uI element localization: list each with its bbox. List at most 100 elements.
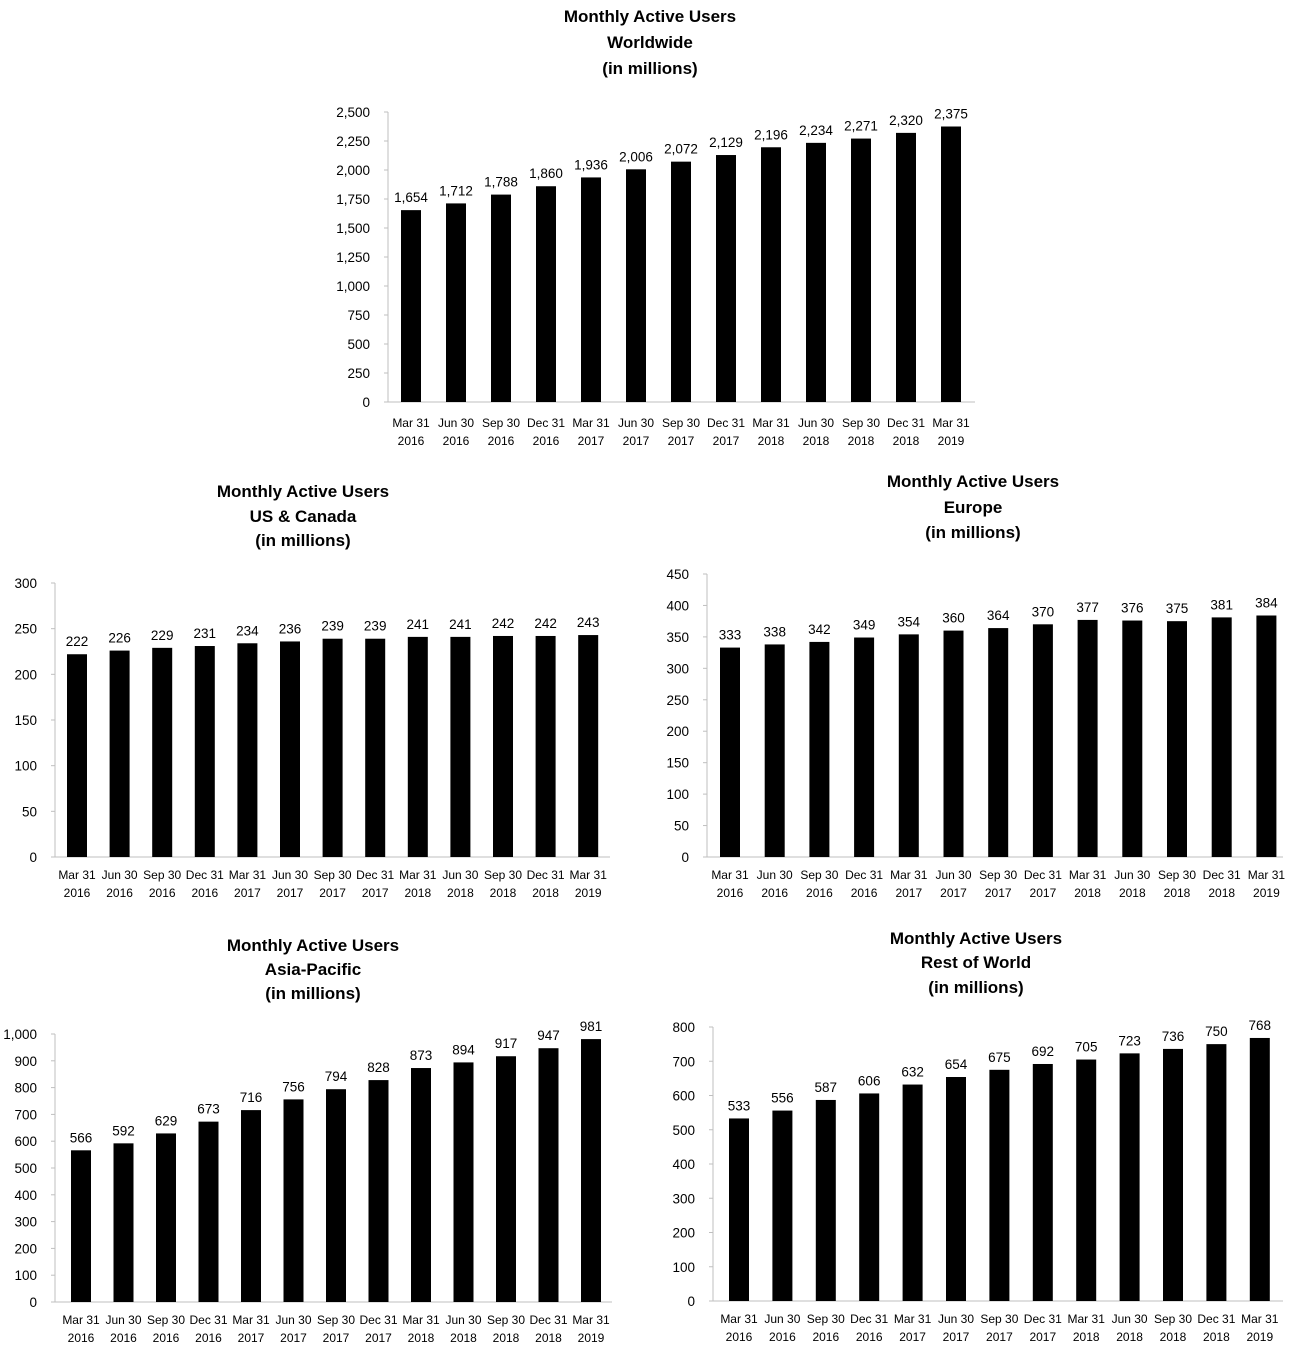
x-tick-label: 2016 <box>533 434 560 448</box>
x-tick-label: 2016 <box>106 886 133 900</box>
x-tick-label: 2017 <box>899 1330 926 1344</box>
x-tick-label: Jun 30 <box>764 1312 800 1326</box>
x-tick-label: Jun 30 <box>1112 1312 1148 1326</box>
chart-title-line: Monthly Active Users <box>227 936 399 955</box>
bar <box>407 636 428 857</box>
x-tick-label: 2017 <box>986 1330 1013 1344</box>
x-tick-label: 2016 <box>851 886 878 900</box>
x-tick-label: Jun 30 <box>275 1313 311 1327</box>
y-tick-label: 0 <box>29 850 37 865</box>
bar <box>152 647 173 857</box>
x-tick-label: Mar 31 <box>711 868 749 882</box>
data-label: 360 <box>942 611 965 626</box>
bar <box>280 641 300 857</box>
bar <box>322 638 343 857</box>
x-tick-label: Jun 30 <box>272 868 308 882</box>
data-label: 592 <box>112 1123 135 1138</box>
bar <box>902 1084 923 1301</box>
data-label: 375 <box>1166 601 1189 616</box>
bar <box>809 641 830 857</box>
chart-title-line: (in millions) <box>255 531 350 550</box>
chart-title-line: Monthly Active Users <box>217 482 389 501</box>
x-tick-label: Sep 30 <box>143 868 181 882</box>
x-tick-label: Sep 30 <box>487 1313 525 1327</box>
bar <box>1163 1048 1183 1301</box>
y-tick-label: 600 <box>14 1134 37 1149</box>
bar <box>859 1093 880 1301</box>
y-tick-label: 0 <box>29 1295 37 1310</box>
data-label: 236 <box>279 621 302 636</box>
y-tick-label: 400 <box>14 1188 37 1203</box>
x-tick-label: Mar 31 <box>890 868 928 882</box>
data-label: 1,860 <box>529 166 563 181</box>
x-tick-label: 2019 <box>578 1331 605 1345</box>
x-tick-label: Dec 31 <box>1024 868 1062 882</box>
bar <box>535 635 556 857</box>
y-tick-label: 300 <box>666 661 689 676</box>
x-tick-label: 2016 <box>443 434 470 448</box>
x-tick-label: 2017 <box>623 434 650 448</box>
bar <box>1167 621 1187 857</box>
bar <box>988 628 1009 857</box>
x-tick-label: 2017 <box>1029 1330 1056 1344</box>
bar <box>1032 1063 1053 1301</box>
x-tick-label: 2018 <box>1074 886 1101 900</box>
x-tick-label: 2016 <box>398 434 425 448</box>
bar <box>898 634 919 857</box>
x-tick-label: Dec 31 <box>527 868 565 882</box>
bar <box>1211 617 1232 857</box>
x-tick-label: Dec 31 <box>189 1313 227 1327</box>
y-tick-label: 100 <box>666 787 689 802</box>
x-tick-label: 2017 <box>578 434 605 448</box>
data-label: 2,375 <box>934 107 968 122</box>
x-tick-label: 2019 <box>938 434 965 448</box>
x-tick-label: 2016 <box>110 1331 137 1345</box>
data-label: 873 <box>410 1048 433 1063</box>
data-label: 370 <box>1032 604 1055 619</box>
bar <box>815 1099 836 1301</box>
chart-title-line: Monthly Active Users <box>890 929 1062 948</box>
x-tick-label: 2016 <box>812 1330 839 1344</box>
y-tick-label: 300 <box>14 1215 37 1230</box>
data-label: 2,006 <box>619 149 653 164</box>
x-tick-label: 2018 <box>490 886 517 900</box>
x-tick-label: 2018 <box>535 1331 562 1345</box>
chart-2: Monthly Active Users US & Canada (in milli… <box>14 482 610 900</box>
bar <box>581 1039 601 1302</box>
data-label: 794 <box>325 1069 348 1084</box>
bar <box>716 155 736 402</box>
y-tick-label: 100 <box>14 759 37 774</box>
x-tick-label: 2016 <box>726 1330 753 1344</box>
x-tick-label: 2016 <box>769 1330 796 1344</box>
chart-title-line: (in millions) <box>925 523 1020 542</box>
data-label: 229 <box>151 628 174 643</box>
y-tick-label: 1,250 <box>336 250 370 265</box>
x-tick-label: 2018 <box>404 886 431 900</box>
x-tick-label: Jun 30 <box>618 416 654 430</box>
data-label: 241 <box>407 617 430 632</box>
x-tick-label: Mar 31 <box>720 1312 758 1326</box>
x-tick-label: 2018 <box>848 434 875 448</box>
x-tick-label: 2016 <box>488 434 515 448</box>
bar <box>411 1068 431 1302</box>
y-tick-label: 500 <box>672 1123 695 1138</box>
x-tick-label: Sep 30 <box>1154 1312 1192 1326</box>
data-label: 338 <box>763 624 786 639</box>
x-tick-label: Jun 30 <box>798 416 834 430</box>
data-label: 354 <box>898 614 921 629</box>
x-tick-label: 2018 <box>1164 886 1191 900</box>
x-tick-label: Jun 30 <box>105 1313 141 1327</box>
bar <box>237 643 258 857</box>
bar <box>326 1089 346 1302</box>
bar <box>851 138 871 402</box>
bar <box>450 636 471 857</box>
bar <box>1206 1044 1227 1301</box>
x-tick-label: Mar 31 <box>58 868 96 882</box>
y-tick-label: 0 <box>681 850 689 865</box>
y-tick-label: 750 <box>347 308 370 323</box>
x-tick-label: Dec 31 <box>186 868 224 882</box>
x-tick-label: 2016 <box>153 1331 180 1345</box>
data-label: 705 <box>1075 1040 1098 1055</box>
bar <box>198 1121 219 1302</box>
